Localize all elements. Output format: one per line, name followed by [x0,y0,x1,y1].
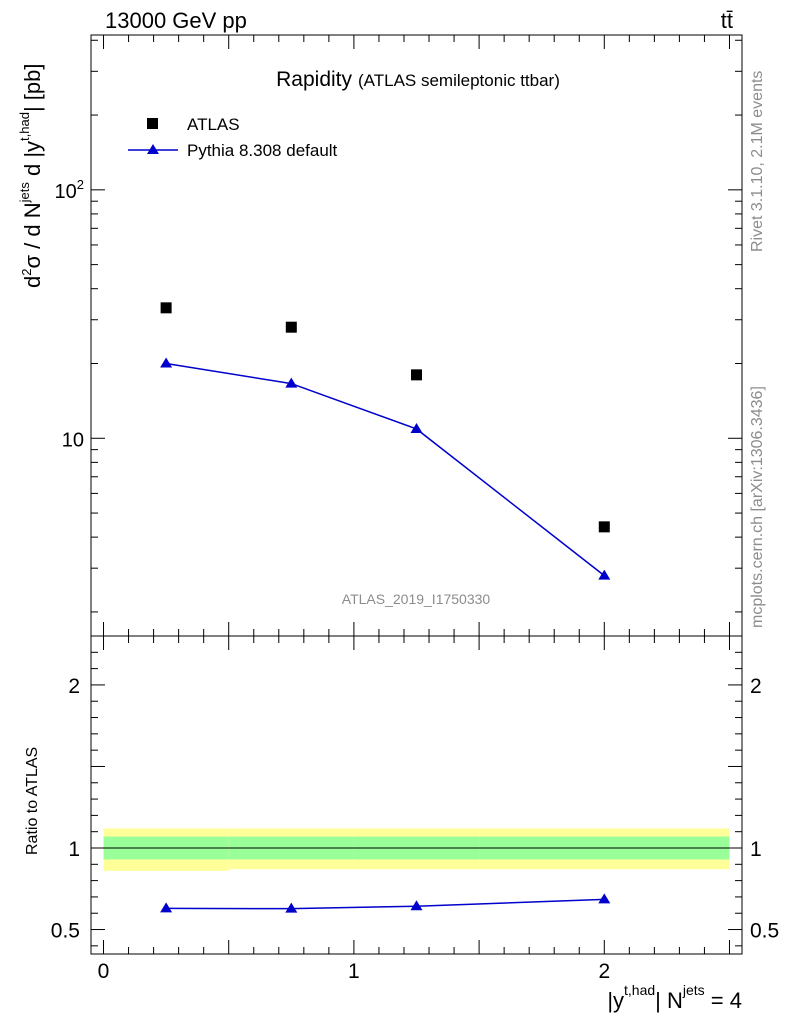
ratio-xlabel: |yt,had| Njets = 4 [607,982,742,1013]
ratio-ytick-label-left: 2 [68,675,80,698]
ratio-pythia-point [160,902,173,913]
main-mc-series [160,357,611,580]
xlabel-n: | N [655,988,683,1013]
ratio-xtick-label: 1 [348,960,360,983]
ratio-panel: 0.5 0.5 1 1 2 2 0 1 2 Ratio to ATLAS |yt,had| N… [24,635,779,1013]
atlas-point [160,302,172,314]
legend-atlas-marker [147,118,158,129]
main-ylabel: d2σ / d Njets d |yt,had| [pb] [17,63,45,288]
ratio-ytick-label-left: 1 [68,838,80,861]
atlas-point [285,321,297,333]
main-ytick-label: 10 [62,429,84,451]
legend-atlas-label: ATLAS [187,115,240,134]
mcplots-label: mcplots.cern.ch [arXiv:1306.3436] [749,386,766,628]
ylabel-jets: jets [17,182,32,204]
ylabel-mid: d |y [20,141,45,182]
pythia-point [160,357,173,368]
main-ytick-label: 102 [55,177,84,203]
pythia-point [598,569,611,580]
legend-pythia-marker [147,144,159,154]
ylabel-sigma: σ / d N [20,202,45,268]
ratio-ytick-label-right: 0.5 [750,920,779,943]
atlas-point [598,521,610,533]
xlabel-thad: t,had [624,982,655,998]
ratio-xtick-label: 0 [98,960,110,983]
ratio-pythia-point [410,900,423,911]
process-label: tt̄ [721,8,733,33]
xlabel-y: |y [607,988,624,1013]
atlas-point [411,369,422,381]
ratio-xtick-labels: 0 1 2 [98,960,610,983]
chart-title: Rapidity (ATLAS semileptonic ttbar) [276,68,560,91]
legend: ATLAS Pythia 8.308 default [128,115,338,160]
ratio-frame [90,635,743,955]
xlabel-jets: jets [682,982,705,998]
pythia-point [410,422,423,433]
main-ticks [91,35,742,636]
ratio-xtick-label: 2 [598,960,610,983]
ratio-ytick-labels: 0.5 0.5 1 1 2 2 [51,675,779,943]
pythia-point [285,377,298,388]
rivet-label: Rivet 3.1.10, 2.1M events [749,71,766,252]
ylabel-d2: d [20,276,45,288]
ratio-ytick-label-right: 1 [750,838,762,861]
xlabel-eq: = 4 [705,988,742,1013]
ratio-ytick-label-left: 0.5 [51,920,80,943]
main-ytick-labels: 10 102 [55,177,84,451]
chart-title-main: Rapidity [276,68,352,91]
pythia-line [165,362,605,577]
ratio-ylabel: Ratio to ATLAS [24,747,41,855]
chart-subtitle: (ATLAS semileptonic ttbar) [358,71,560,90]
ylabel-unit: | [pb] [20,63,45,112]
ratio-ticks [91,636,742,954]
main-data-series [160,302,610,533]
main-panel: 10 102 Rapidity (ATLAS semileptonic ttbar)… [17,34,743,637]
legend-pythia-label: Pythia 8.308 default [187,141,338,160]
ratio-ytick-label-right: 2 [750,675,762,698]
ratio-pythia-line [166,898,605,910]
ratio-pythia-point [285,902,298,913]
ylabel-sup2: 2 [19,269,34,276]
ratio-bands [103,828,730,871]
ratio-mc-series [160,893,611,913]
watermark: ATLAS_2019_I1750330 [342,591,491,607]
energy-label: 13000 GeV pp [105,8,247,33]
ylabel-thad: t,had [17,112,32,141]
ratio-pythia-point [598,893,611,904]
